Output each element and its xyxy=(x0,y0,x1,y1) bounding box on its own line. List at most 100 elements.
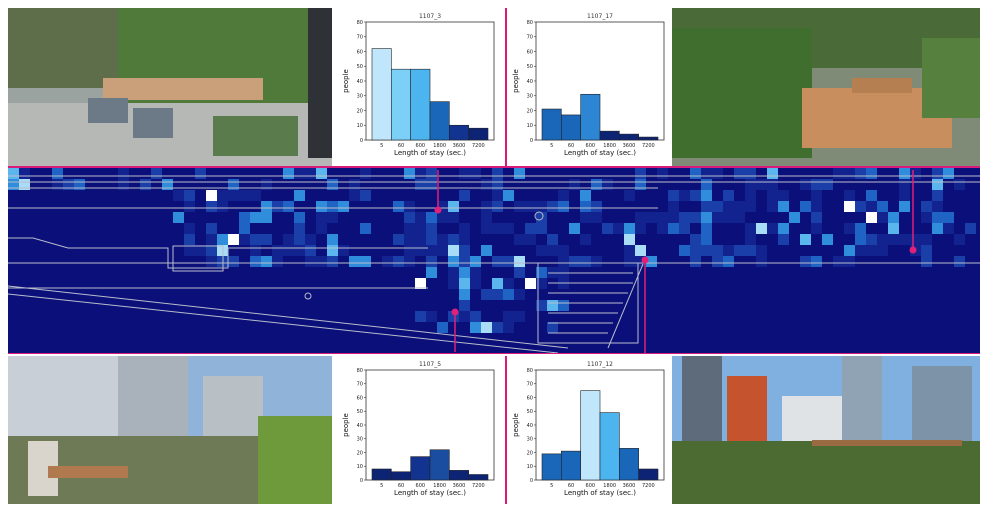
heat-cell xyxy=(591,212,602,223)
heat-cell xyxy=(921,201,932,212)
heat-cell xyxy=(932,223,943,234)
heat-cell xyxy=(657,168,668,179)
heat-cell xyxy=(943,223,954,234)
bar xyxy=(561,450,581,481)
heat-cell xyxy=(118,179,129,190)
y-tick-label: 20 xyxy=(357,450,363,456)
heat-cell xyxy=(426,245,437,256)
y-tick-label: 50 xyxy=(527,64,533,70)
heat-cell xyxy=(206,256,217,267)
x-axis-label: Length of stay (sec.) xyxy=(564,489,636,497)
heat-cell xyxy=(899,190,910,201)
bar xyxy=(599,412,620,481)
heat-cell xyxy=(503,278,514,289)
heat-cell xyxy=(360,190,371,201)
x-tick-label: 7200 xyxy=(642,483,655,489)
heat-cell xyxy=(745,179,756,190)
heat-cell xyxy=(19,168,30,179)
chart-title: 1107_3 xyxy=(419,13,441,20)
location-marker xyxy=(641,256,649,264)
heat-cell xyxy=(250,234,261,245)
x-tick-label: 1800 xyxy=(603,143,616,149)
heat-cell xyxy=(767,179,778,190)
heat-cell xyxy=(184,201,195,212)
heat-cell xyxy=(316,212,327,223)
heat-cell xyxy=(503,256,514,267)
heat-cell xyxy=(184,190,195,201)
heat-cell xyxy=(635,168,646,179)
heat-cell xyxy=(679,190,690,201)
heat-cell xyxy=(811,201,822,212)
heat-cell xyxy=(448,245,459,256)
heat-cell xyxy=(844,245,855,256)
y-axis-label: people xyxy=(512,413,520,437)
heat-cell xyxy=(316,223,327,234)
heat-cell xyxy=(492,278,503,289)
heat-cell xyxy=(558,245,569,256)
x-tick-label: 60 xyxy=(398,483,404,489)
heat-cell xyxy=(338,245,349,256)
heat-cell xyxy=(745,190,756,201)
heat-cell xyxy=(877,234,888,245)
y-axis-label: people xyxy=(342,413,350,437)
heat-cell xyxy=(316,256,327,267)
heat-cell xyxy=(811,256,822,267)
y-tick-label: 10 xyxy=(357,123,363,129)
heat-cell xyxy=(52,168,63,179)
x-tick-label: 3600 xyxy=(453,143,466,149)
heat-cell xyxy=(492,256,503,267)
heat-cell xyxy=(272,201,283,212)
heat-cell xyxy=(580,212,591,223)
heat-cell xyxy=(635,245,646,256)
heat-cell xyxy=(668,190,679,201)
photo-bottom-right-skyline xyxy=(672,356,980,504)
heat-cell xyxy=(8,168,19,179)
heat-cell xyxy=(19,179,30,190)
heat-cell xyxy=(415,223,426,234)
y-tick-label: 70 xyxy=(357,35,363,41)
heat-cell xyxy=(492,190,503,201)
heat-cell xyxy=(756,256,767,267)
bar xyxy=(541,108,562,141)
photo-bottom-left-terrace xyxy=(8,356,332,504)
heat-cell xyxy=(404,234,415,245)
heat-cell xyxy=(514,234,525,245)
location-marker xyxy=(451,308,459,316)
heat-cell xyxy=(558,256,569,267)
heat-cell xyxy=(415,245,426,256)
heat-cell xyxy=(261,256,272,267)
heat-cell xyxy=(503,289,514,300)
heat-cell xyxy=(910,168,921,179)
heat-cell xyxy=(591,256,602,267)
heat-cell xyxy=(206,223,217,234)
heat-cell xyxy=(437,234,448,245)
heat-cell xyxy=(954,179,965,190)
heat-cell xyxy=(470,256,481,267)
heat-cell xyxy=(712,256,723,267)
bar xyxy=(561,114,581,141)
heat-cell xyxy=(492,322,503,333)
heat-cell xyxy=(360,168,371,179)
heat-cell xyxy=(855,201,866,212)
histogram-1107-3: 1107_3 0 10 20 30 40 50 60 70 80 5 60 600 1800 3600 720… xyxy=(338,8,500,166)
heat-cell xyxy=(624,190,635,201)
heat-cell xyxy=(866,190,877,201)
heat-cell xyxy=(745,223,756,234)
heat-cell xyxy=(800,234,811,245)
heat-cell xyxy=(272,245,283,256)
heat-cell xyxy=(668,223,679,234)
y-tick-label: 30 xyxy=(357,94,363,100)
heat-cell xyxy=(503,322,514,333)
heat-cell xyxy=(536,201,547,212)
heat-cell xyxy=(701,245,712,256)
heat-cell xyxy=(514,201,525,212)
heat-cell xyxy=(514,267,525,278)
y-tick-label: 50 xyxy=(527,409,533,415)
heat-cell xyxy=(228,234,239,245)
y-tick-label: 0 xyxy=(530,138,533,144)
heat-cell xyxy=(844,201,855,212)
y-tick-label: 80 xyxy=(357,20,363,26)
x-tick-label: 5 xyxy=(550,143,553,149)
heat-cell xyxy=(294,168,305,179)
heat-cell xyxy=(459,267,470,278)
